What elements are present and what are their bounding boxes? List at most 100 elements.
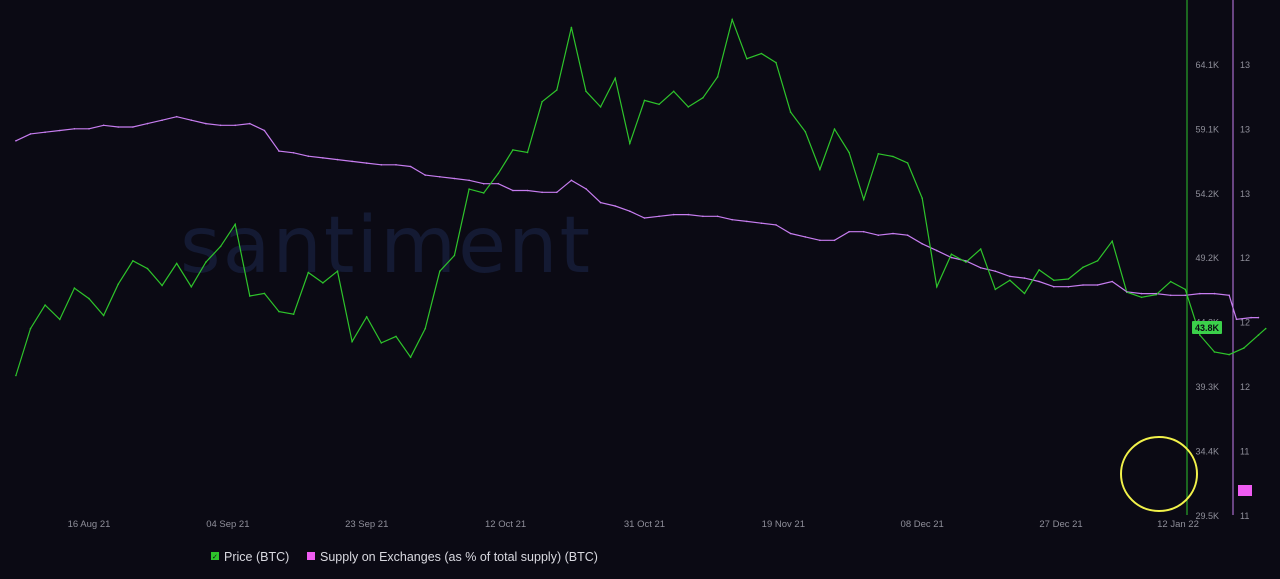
price-point [819,168,821,171]
price-point [1038,269,1040,271]
legend: ✓ Price (BTC) Supply on Exchanges (as % … [211,550,598,564]
price-point [205,261,207,263]
price-point [132,260,134,262]
supply-point [1126,291,1128,293]
legend-swatch-price [211,552,219,560]
price-point [804,130,807,133]
x-tick-label: 31 Oct 21 [624,519,665,530]
supply-point [643,217,646,219]
price-tick-label: 39.3K [1195,382,1219,392]
price-point [29,327,32,330]
supply-point [570,179,573,182]
price-point [570,26,573,29]
price-point [102,314,105,317]
supply-point [1038,280,1040,283]
price-point [702,97,704,99]
supply-point [1053,285,1055,288]
supply-point [175,115,178,118]
price-point [307,271,310,274]
supply-tick-label: 12 [1240,382,1250,392]
supply-point [789,232,792,235]
x-tick-label: 08 Dec 21 [901,519,944,530]
supply-point [88,128,90,130]
price-point [1264,327,1267,330]
supply-point [1082,284,1084,286]
price-point [526,151,529,154]
supply-point [512,189,514,192]
price-point [1199,334,1201,336]
supply-point [877,234,880,236]
supply-point [292,152,295,154]
supply-point [804,236,807,238]
watermark: santiment [180,201,592,291]
price-point [219,245,222,248]
price-point [936,286,938,288]
x-tick-label: 04 Sep 21 [206,519,249,530]
price-point [263,292,266,295]
supply-point [439,176,441,178]
price-point [789,111,792,113]
price-tick-label: 29.5K [1195,511,1219,521]
supply-point [1096,284,1099,286]
price-point [658,103,660,106]
price-point [322,282,324,284]
supply-point [409,165,412,168]
x-tick-label: 12 Jan 22 [1157,519,1199,530]
supply-point [424,174,427,176]
supply-point [482,182,485,185]
price-point [234,223,236,226]
price-point [249,295,251,297]
supply-point [775,224,777,226]
x-tick-label: 23 Sep 21 [345,519,388,530]
price-tick-label: 54.2K [1195,189,1219,199]
price-point [541,100,543,103]
supply-point [906,234,909,236]
supply-point [102,124,105,127]
supply-point [921,243,923,245]
supply-point [1009,275,1011,278]
price-point [906,162,909,164]
supply-point [263,129,266,132]
price-tick-label: 64.1K [1195,60,1219,70]
supply-point [1213,292,1216,295]
legend-item-supply[interactable]: Supply on Exchanges (as % of total suppl… [307,550,598,564]
legend-item-price[interactable]: ✓ Price (BTC) [211,550,289,564]
supply-current-badge [1238,485,1252,496]
price-point [161,284,163,287]
legend-label-supply: Supply on Exchanges (as % of total suppl… [320,550,598,564]
price-point [351,340,353,343]
supply-point [979,267,982,269]
supply-point [468,179,470,182]
supply-point [862,230,865,233]
supply-point [848,230,850,233]
check-icon: ✓ [212,553,218,561]
supply-tick-label: 11 [1240,511,1249,521]
price-point [336,270,339,273]
price-point [292,313,295,316]
price-point [672,90,675,93]
price-current-badge: 43.8K [1192,321,1222,334]
supply-point [234,124,236,127]
price-point [1169,280,1172,283]
supply-point [249,122,251,125]
supply-point [219,124,222,127]
supply-point [190,119,193,121]
price-point [1228,353,1230,356]
supply-point [1067,285,1070,288]
x-tick-label: 12 Oct 21 [485,519,526,530]
price-point [979,248,982,250]
supply-point [161,119,163,121]
supply-point [1184,294,1187,297]
supply-point [44,131,46,133]
price-point [395,335,397,338]
supply-point [278,150,280,152]
supply-point [585,188,587,190]
supply-point [716,215,719,218]
price-tick-label: 49.2K [1195,253,1219,263]
supply-point [599,201,602,204]
price-point [453,254,456,257]
price-point [482,192,485,194]
supply-point [1257,316,1260,319]
supply-point [1155,292,1157,295]
